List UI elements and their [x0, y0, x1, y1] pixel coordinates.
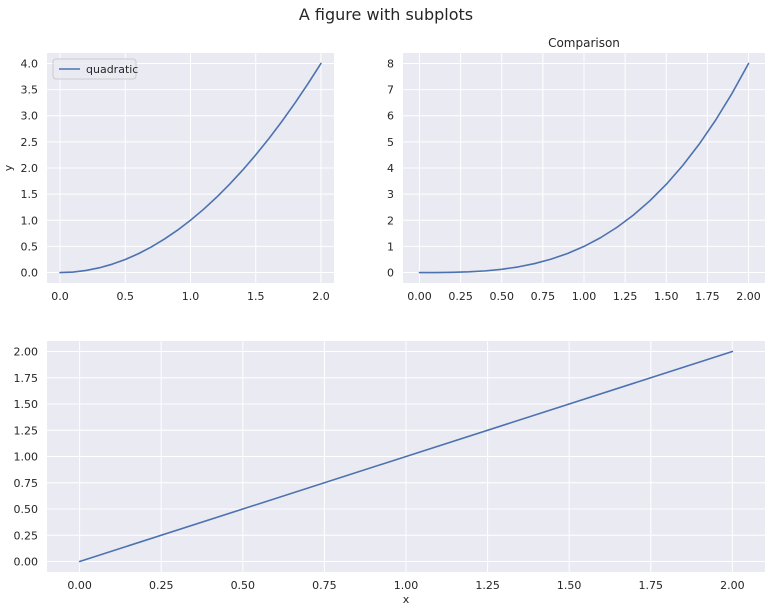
y-tick-label: 1 [387, 240, 394, 253]
x-tick-label: 1.00 [572, 290, 597, 303]
y-tick-label: 1.50 [14, 398, 39, 411]
legend-entry-label: quadratic [86, 63, 138, 76]
x-axis-label: x [403, 593, 410, 606]
x-tick-label: 1.00 [394, 579, 419, 592]
y-axis-label: y [2, 164, 15, 171]
axes-title: Comparison [548, 36, 620, 50]
y-tick-label: 0.00 [14, 556, 39, 569]
x-tick-label: 1.5 [247, 290, 265, 303]
y-tick-label: 1.00 [14, 451, 39, 464]
series-line [59, 62, 322, 274]
y-tick-label: 1.5 [21, 188, 39, 201]
x-tick-label: 2.00 [720, 579, 745, 592]
y-tick-label: 0.5 [21, 240, 39, 253]
y-tick-label: 3 [387, 188, 394, 201]
y-tick-label: 0.75 [14, 477, 39, 490]
x-tick-label: 1.25 [613, 290, 638, 303]
y-tick-label: 2.0 [21, 162, 39, 175]
x-tick-label: 0.0 [51, 290, 69, 303]
y-tick-label: 8 [387, 57, 394, 70]
figure-suptitle: A figure with subplots [299, 5, 473, 24]
y-tick-label: 2.00 [14, 346, 39, 359]
series-line [418, 62, 750, 274]
y-tick-label: 0.50 [14, 503, 39, 516]
axes-quadratic: 0.0 0.5 1.0 1.5 2.0 0.0 0.5 1.0 1.5 2.0 2.5 3.0 3.5 4… [2, 53, 334, 303]
x-tick-label: 0.00 [407, 290, 432, 303]
y-tick-label: 0.25 [14, 529, 39, 542]
x-tick-label: 1.50 [557, 579, 582, 592]
x-tick-label: 0.5 [117, 290, 135, 303]
y-tick-label: 1.25 [14, 424, 39, 437]
y-tick-label: 4.0 [21, 57, 39, 70]
x-tick-label: 0.75 [531, 290, 556, 303]
y-tick-label: 6 [387, 110, 394, 123]
y-tick-label: 5 [387, 136, 394, 149]
x-tick-label: 0.00 [67, 579, 92, 592]
y-tick-label: 3.0 [21, 110, 39, 123]
legend: quadratic [52, 58, 138, 80]
axes-linear: 0.00 0.25 0.50 0.75 1.00 1.25 1.50 1.75 2.00 0.00… [14, 341, 765, 606]
series-line [78, 350, 734, 563]
y-tick-label: 0.0 [21, 267, 39, 280]
x-tick-label: 1.0 [182, 290, 200, 303]
y-tick-label: 2.5 [21, 136, 39, 149]
x-tick-label: 1.75 [639, 579, 664, 592]
x-tick-label: 0.50 [489, 290, 514, 303]
y-tick-label: 7 [387, 84, 394, 97]
x-tick-label: 1.25 [475, 579, 500, 592]
x-tick-label: 0.25 [149, 579, 174, 592]
y-tick-label: 0 [387, 267, 394, 280]
axes-comparison: 0.00 0.25 0.50 0.75 1.00 1.25 1.50 1.75 2.00 0 1 2 3… [387, 36, 765, 303]
x-tick-label: 0.25 [448, 290, 473, 303]
legend-box [52, 58, 137, 80]
y-tick-label: 3.5 [21, 84, 39, 97]
x-tick-label: 0.50 [231, 579, 256, 592]
x-tick-label: 1.50 [654, 290, 679, 303]
x-tick-label: 2.0 [312, 290, 330, 303]
x-tick-label: 0.75 [312, 579, 337, 592]
y-tick-label: 4 [387, 162, 394, 175]
y-tick-label: 2 [387, 214, 394, 227]
x-tick-label: 1.75 [695, 290, 720, 303]
x-tick-label: 2.00 [736, 290, 761, 303]
y-tick-label: 1.75 [14, 372, 39, 385]
y-tick-label: 1.0 [21, 214, 39, 227]
